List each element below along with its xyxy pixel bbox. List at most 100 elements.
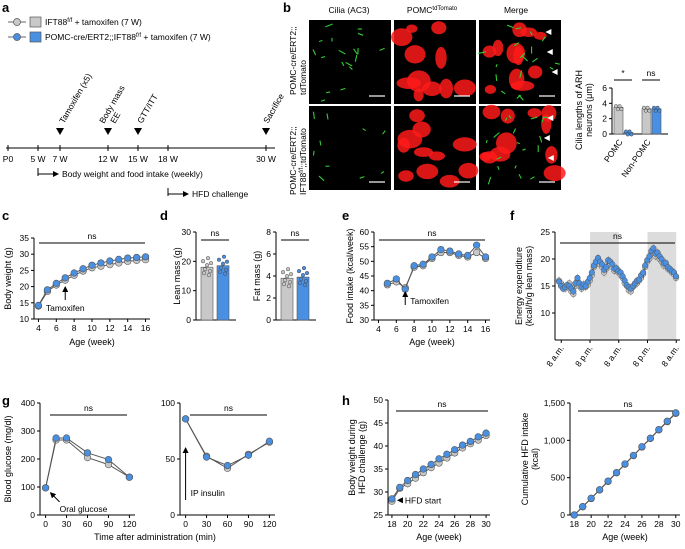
e-ko-point [411, 262, 418, 269]
micrograph-cilia-control [309, 20, 391, 104]
timeline-tick-18w: 18 W [158, 154, 178, 164]
ch-d1-dot [218, 270, 222, 274]
ch-d1-ytick: 0 [186, 315, 191, 325]
g2-ytick: 100 [161, 398, 175, 408]
timeline-tick-15w: 15 W [128, 154, 148, 164]
g2-control-line [186, 419, 270, 468]
h1-ytick: 40 [374, 441, 384, 451]
b-sig-1-ns: ns [647, 68, 656, 78]
g1-ko-line [46, 438, 130, 488]
g2-xtick: 120 [262, 519, 276, 529]
e-ko-point [393, 276, 400, 283]
h1-xtick: 28 [466, 519, 476, 529]
c-xlabel: Age (week) [69, 337, 115, 347]
g1-ytick: 200 [21, 454, 35, 464]
ch-d2-ylabel: Fat mass (g) [252, 251, 262, 302]
f-xtick: 8 a.m. [544, 343, 566, 368]
f-ko-point [640, 270, 646, 276]
timeline-tick-5w: 5 W [30, 154, 45, 164]
c-ko-point [44, 287, 51, 294]
h2-xtick: 22 [603, 519, 613, 529]
ch-d1-dot [209, 261, 213, 265]
ch-d1-ns: ns [211, 228, 220, 238]
ch-d2-dot [283, 278, 287, 282]
f-ytick: 25 [541, 227, 551, 237]
g2-xtick: 90 [244, 519, 254, 529]
c-xtick: 14 [123, 323, 133, 333]
e-ko-point [482, 254, 489, 261]
ch-d2-dot [288, 280, 292, 284]
f-xtick: 8 a.m. [602, 343, 624, 368]
h1-ko-point [404, 477, 411, 484]
ch-d2-dot [289, 272, 293, 276]
h2-xtick: 30 [671, 519, 681, 529]
b-ylabel: Cilia lengths of ARHneurons (μm) [574, 70, 594, 150]
f-ytick: 15 [541, 281, 551, 291]
f-ns: ns [613, 231, 622, 241]
ch-d2-ytick: 4 [266, 271, 271, 281]
e-xlabel: Age (week) [409, 337, 455, 347]
e-xtick: 4 [376, 324, 381, 334]
ch-d2-dot [304, 279, 308, 283]
e-xtick: 14 [463, 324, 473, 334]
e-xtick: 8 [412, 324, 417, 334]
c-xtick: 10 [87, 323, 97, 333]
e-xtick: 16 [481, 324, 491, 334]
panel-label-f: f [510, 208, 515, 223]
e-ko-point [384, 280, 391, 287]
g-xlabel: Time after administration (min) [94, 532, 216, 542]
legend-ko-label: POMC-cre/ERT2;;IFT88f/f + tamoxifen (7 W… [45, 32, 211, 42]
c-ko-point [107, 258, 114, 265]
b-ytick: 2 [602, 114, 607, 124]
b-bar-pomc-control [614, 107, 623, 134]
ch-d2-ytick: 0 [266, 315, 271, 325]
b-ytick: 4 [602, 98, 607, 108]
g1-ytick: 300 [21, 426, 35, 436]
h2-ko-point [656, 426, 663, 433]
c-ko-point [71, 270, 78, 277]
h1-ytick: 50 [374, 395, 384, 405]
g2-xtick: 60 [223, 519, 233, 529]
h2-ytick: 1,000 [544, 435, 566, 445]
h1-ytick: 45 [374, 418, 384, 428]
ch-d1-dot [203, 267, 207, 271]
legend-control-swatch [30, 17, 41, 27]
e-ko-point [473, 242, 480, 249]
ch-d1-dot [223, 272, 227, 276]
c-ko-point [89, 262, 96, 269]
e-ytick: 30 [360, 315, 370, 325]
micro-col-merge: Merge [504, 5, 528, 15]
f-ytick: 10 [541, 308, 551, 318]
ch-d1-dot [222, 255, 226, 259]
g2-ns: ns [224, 403, 233, 413]
f-dark-phase-1 [590, 232, 619, 340]
c-ytick: 10 [20, 314, 30, 324]
c-xtick: 12 [105, 323, 115, 333]
c-ko-point [80, 265, 87, 272]
h2-ko-point [647, 435, 654, 442]
b-dot [648, 109, 651, 112]
g1-xtick: 90 [104, 519, 114, 529]
ch-d1-dot [219, 266, 223, 270]
c-ko-point [53, 280, 60, 287]
b-ytick: 6 [602, 83, 607, 93]
ch-d1-dot [205, 263, 209, 267]
e-ytick: 45 [360, 271, 370, 281]
ch-d1-ylabel: Lean mass (g) [172, 247, 182, 305]
b-dot [620, 107, 623, 110]
h1-ylabel: Body weight duringHFD challenge (g) [347, 419, 367, 496]
e-ytick: 55 [360, 242, 370, 252]
h2-xtick: 18 [569, 519, 579, 529]
ch-d1-ytick: 10 [182, 286, 192, 296]
timeline-event-sacrifice: Sacrifice [261, 92, 286, 125]
g1-arrow [51, 493, 60, 502]
g2-ytick: 0 [170, 510, 175, 520]
